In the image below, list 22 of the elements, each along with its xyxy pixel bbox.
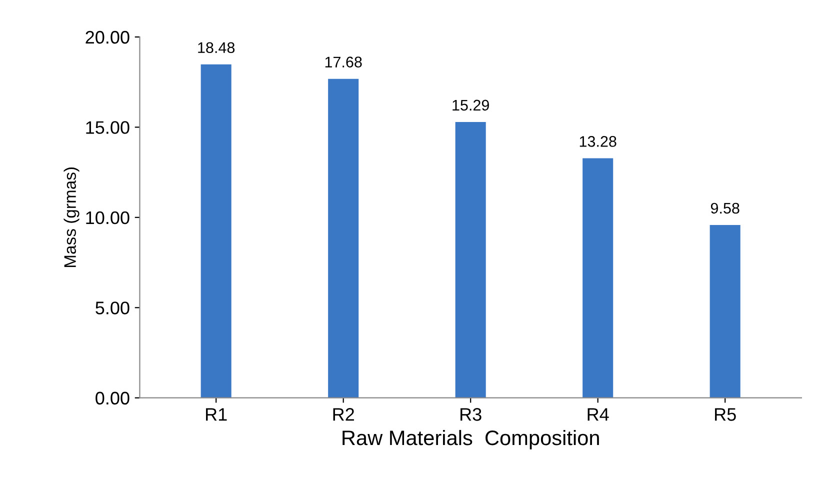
data-label: 15.29 bbox=[452, 100, 489, 111]
x-axis-title: Raw Materials Composition bbox=[342, 430, 599, 450]
y-tick-label: 20.00 bbox=[86, 30, 130, 44]
bar bbox=[328, 78, 359, 398]
bar bbox=[710, 224, 740, 398]
y-tick-label: 5.00 bbox=[96, 302, 130, 314]
bar bbox=[455, 122, 486, 398]
data-label: 13.28 bbox=[580, 136, 616, 147]
x-tick-label: R2 bbox=[333, 408, 354, 421]
x-tick-label: R1 bbox=[206, 408, 227, 421]
x-tick-label: R3 bbox=[460, 408, 482, 421]
x-tick-label: R5 bbox=[715, 408, 736, 421]
x-tick-label: R4 bbox=[588, 408, 609, 421]
data-label: 9.58 bbox=[710, 202, 740, 214]
y-axis-title: Mass (grmas) bbox=[64, 168, 80, 267]
bar bbox=[200, 64, 232, 398]
data-label: 17.68 bbox=[325, 56, 362, 68]
y-tick-label: 0.00 bbox=[96, 392, 130, 405]
data-label: 18.48 bbox=[198, 42, 235, 54]
bar bbox=[582, 158, 614, 398]
y-tick-label: 15.00 bbox=[86, 121, 130, 134]
y-tick-label: 10.00 bbox=[86, 211, 130, 224]
